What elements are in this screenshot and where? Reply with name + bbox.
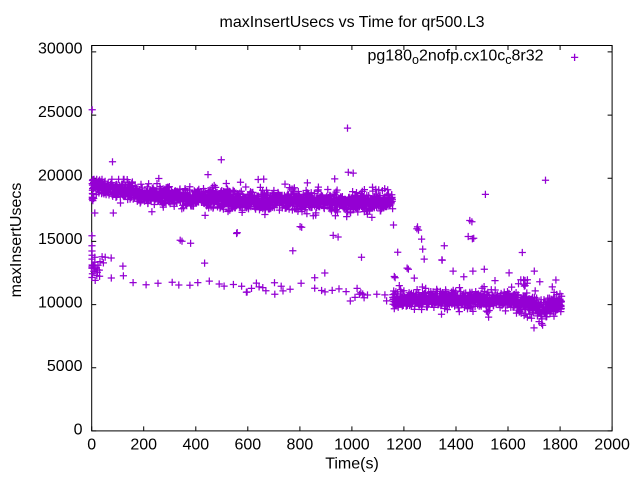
svg-text:1400: 1400 — [438, 437, 474, 454]
svg-text:pg180o2nofp.cx10cc8r32: pg180o2nofp.cx10cc8r32 — [367, 48, 543, 67]
svg-text:0: 0 — [87, 437, 96, 454]
svg-text:25000: 25000 — [38, 104, 83, 121]
svg-text:2000: 2000 — [594, 437, 630, 454]
svg-text:5000: 5000 — [47, 358, 83, 375]
svg-text:1200: 1200 — [386, 437, 422, 454]
svg-text:800: 800 — [287, 437, 314, 454]
svg-text:0: 0 — [74, 422, 83, 439]
svg-text:200: 200 — [130, 437, 157, 454]
svg-text:1000: 1000 — [334, 437, 370, 454]
svg-text:400: 400 — [182, 437, 209, 454]
svg-text:20000: 20000 — [38, 167, 83, 184]
svg-text:10000: 10000 — [38, 295, 83, 312]
svg-text:maxInsertUsecs: maxInsertUsecs — [8, 183, 25, 298]
svg-text:15000: 15000 — [38, 231, 83, 248]
svg-text:maxInsertUsecs vs Time for qr5: maxInsertUsecs vs Time for qr500.L3 — [220, 14, 485, 31]
svg-text:1600: 1600 — [490, 437, 526, 454]
svg-text:Time(s): Time(s) — [325, 456, 379, 473]
svg-text:30000: 30000 — [38, 40, 83, 57]
svg-text:600: 600 — [234, 437, 261, 454]
svg-text:1800: 1800 — [542, 437, 578, 454]
